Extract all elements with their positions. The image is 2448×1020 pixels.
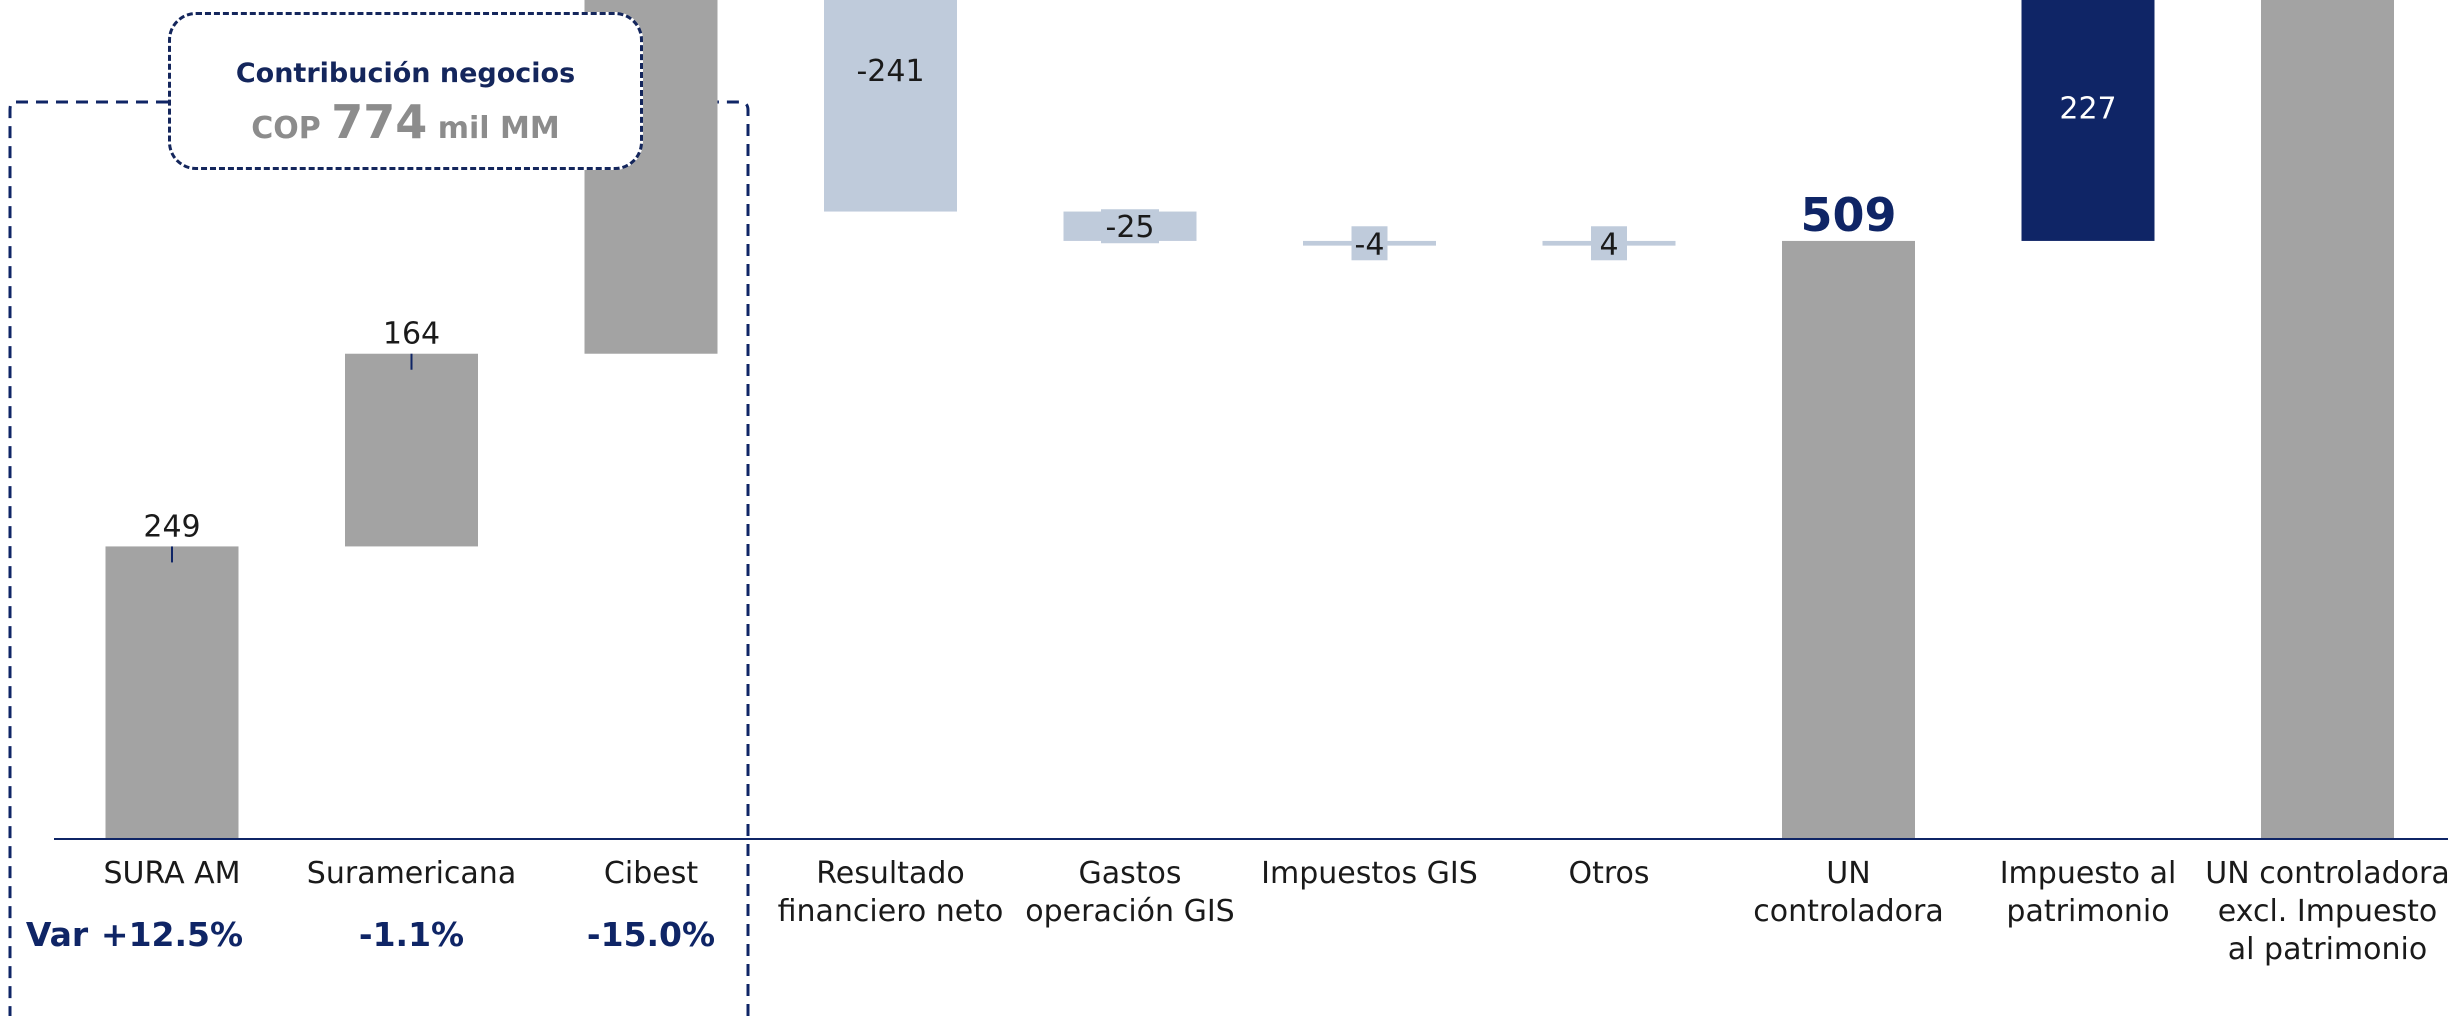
category-label-7-1: controladora [1753,894,1944,929]
value-label-bg-5 [1351,226,1388,261]
category-label-3-1: financiero neto [778,894,1004,929]
value-label-4: -25 [1106,210,1155,245]
bar-1 [345,353,478,547]
category-label-2-0: Cibest [604,856,698,891]
category-label-0-0: SURA AM [103,856,240,891]
category-label-8-0: Impuesto al [2000,856,2177,891]
value-label-5: -4 [1355,227,1385,262]
category-label-9-1: excl. Impuesto [2218,894,2437,929]
callout-amount: 774 [331,95,428,149]
value-label-bg-6 [1591,226,1627,261]
callout-currency: COP [251,111,321,146]
bar-9 [2261,0,2394,839]
variation-2: -15.0% [587,915,715,954]
value-label-bg-4 [1101,209,1159,244]
category-label-4-0: Gastos [1078,856,1181,891]
value-label-3: -241 [856,54,924,89]
category-label-7-0: UN [1826,856,1870,891]
category-label-9-0: UN controladora [2205,856,2448,891]
bar-0 [105,546,239,839]
value-label-7: 509 [1800,188,1896,242]
bar-8 [2021,0,2155,241]
value-label-0: 249 [143,509,200,544]
var-label: Var [26,915,89,954]
category-label-6-0: Otros [1568,856,1649,891]
category-label-1-0: Suramericana [307,856,516,891]
category-label-9-2: al patrimonio [2228,932,2427,967]
category-label-5-0: Impuestos GIS [1261,856,1478,891]
value-label-6: 4 [1599,227,1618,262]
value-label-8: 227 [2059,92,2116,127]
callout-unit: mil MM [437,111,560,146]
category-label-3-0: Resultado [816,856,964,891]
callout-title: Contribución negocios [235,58,576,89]
group-box-border [8,100,750,1016]
bar-7 [1782,240,1915,840]
variation-0: +12.5% [101,915,243,954]
contribution-callout: Contribución negocios COP 774 mil MM [168,12,643,170]
variation-1: -1.1% [359,915,464,954]
value-label-1: 164 [383,317,440,352]
category-label-4-1: operación GIS [1025,894,1234,929]
bar-3 [824,0,957,212]
callout-value: COP 774 mil MM [171,95,640,149]
category-label-8-1: patrimonio [2006,894,2169,929]
